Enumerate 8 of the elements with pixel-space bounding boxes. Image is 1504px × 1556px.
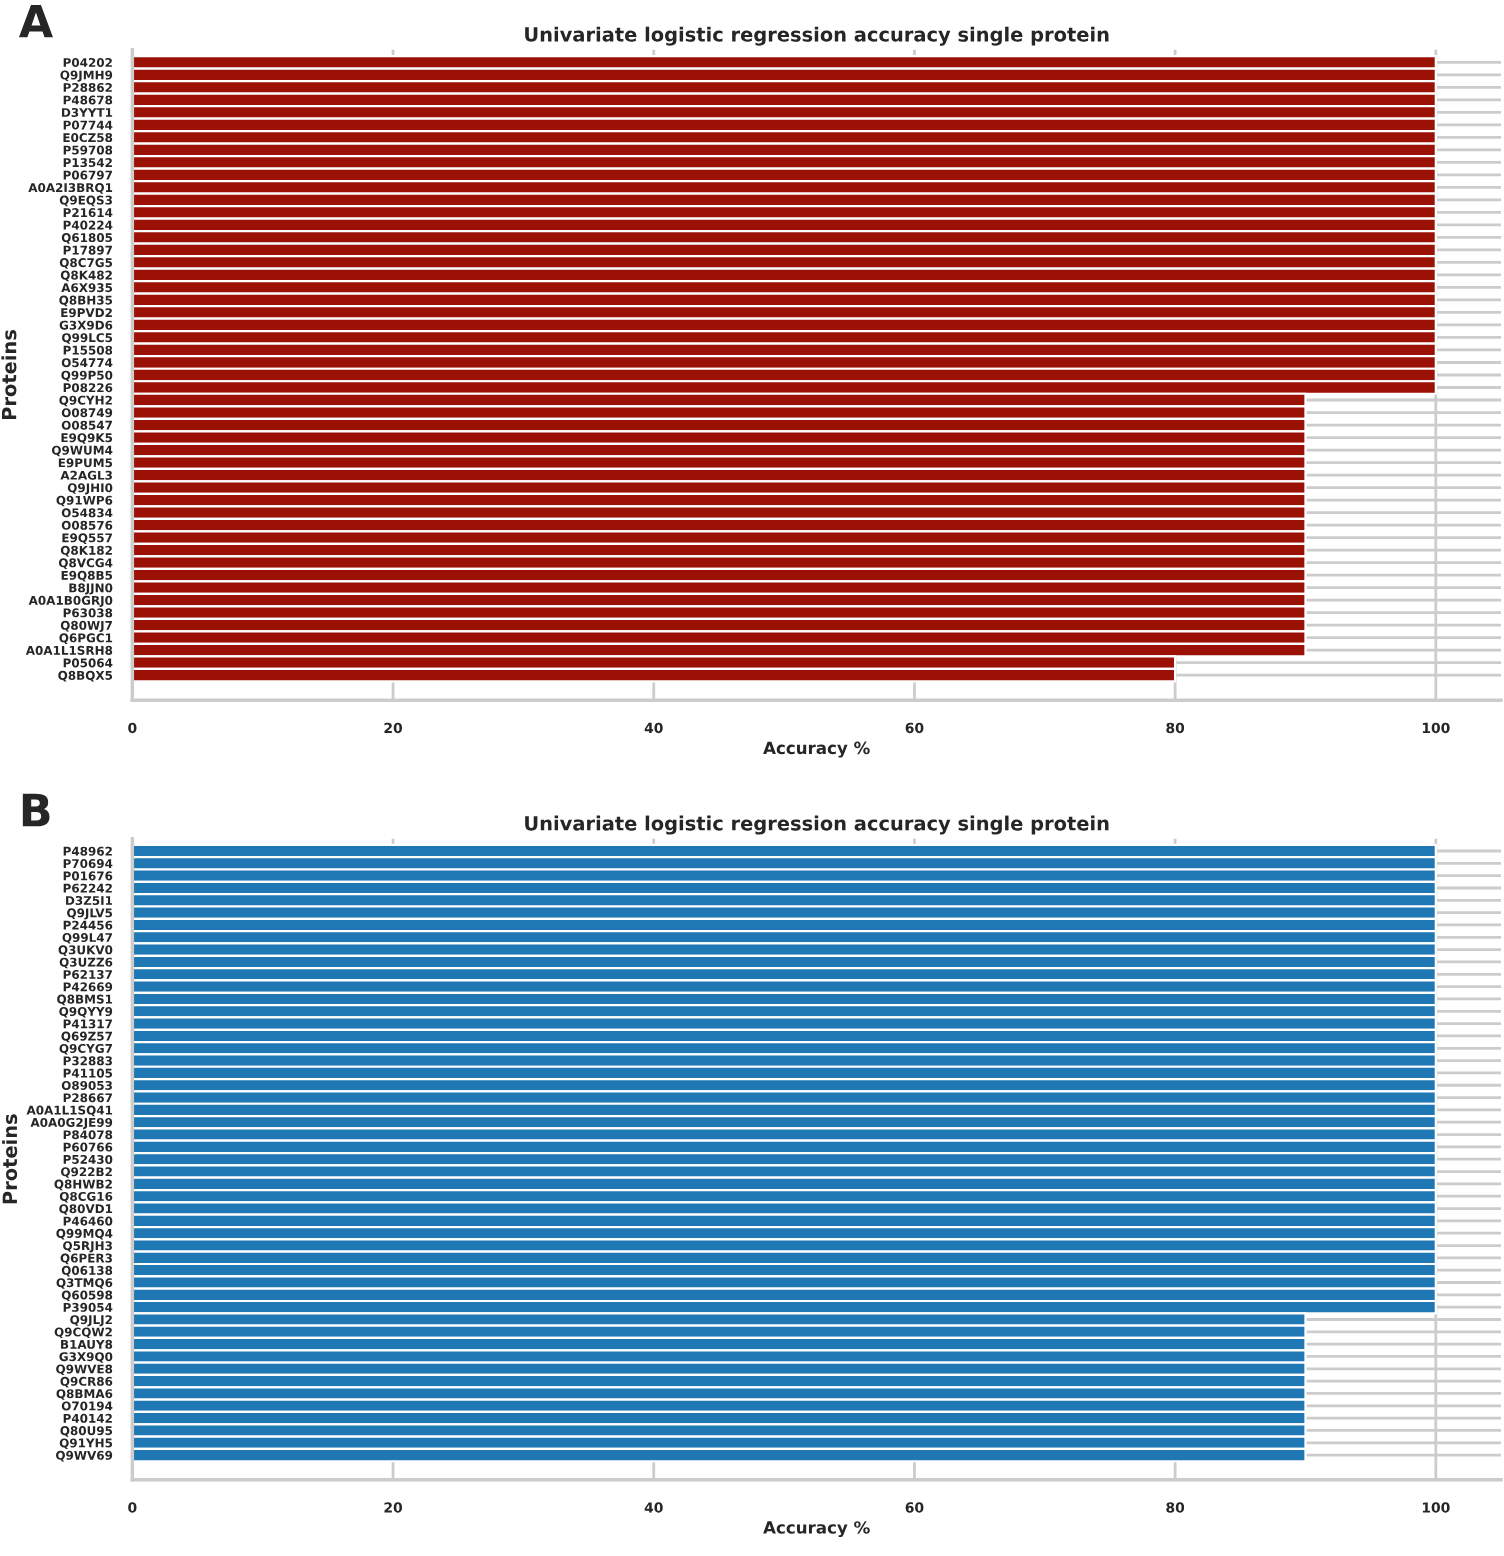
- chart-title: Univariate logistic regression accuracy single protein: [525, 815, 1109, 835]
- text: B: [22, 793, 50, 827]
- x-axis-title: Accuracy %: [763, 741, 870, 758]
- text: A: [18, 4, 53, 38]
- y-axis-title: Proteins: [1, 330, 17, 420]
- chart-title: Univariate logistic regression accuracy single protein: [525, 26, 1109, 46]
- x-axis-title: Accuracy %: [763, 1521, 870, 1538]
- y-axis-title: Proteins: [2, 1114, 18, 1204]
